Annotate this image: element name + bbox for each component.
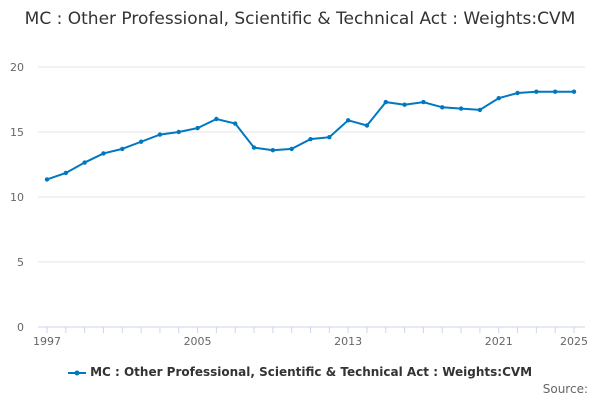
data-point bbox=[496, 96, 501, 101]
data-point bbox=[270, 148, 276, 153]
data-point bbox=[157, 132, 163, 137]
y-tick-label: 10 bbox=[10, 191, 24, 204]
x-tick-label: 2025 bbox=[560, 335, 588, 348]
y-tick-label: 20 bbox=[10, 61, 24, 74]
data-point bbox=[440, 105, 445, 110]
data-point bbox=[120, 146, 125, 152]
legend-label: MC : Other Professional, Scientific & Te… bbox=[90, 365, 533, 379]
data-point bbox=[477, 107, 483, 113]
data-point bbox=[251, 145, 257, 150]
series-line bbox=[46, 90, 574, 181]
data-point bbox=[327, 135, 332, 140]
data-point bbox=[458, 106, 464, 111]
data-point bbox=[383, 99, 388, 105]
data-point bbox=[364, 123, 370, 128]
data-point bbox=[571, 89, 577, 94]
y-tick-label: 0 bbox=[17, 321, 24, 334]
x-tick-label: 2021 bbox=[485, 335, 513, 348]
x-tick-label: 2005 bbox=[184, 335, 212, 348]
data-point bbox=[534, 89, 539, 94]
chart-title: MC : Other Professional, Scientific & Te… bbox=[24, 9, 576, 29]
y-tick-label: 5 bbox=[17, 256, 24, 269]
data-point bbox=[421, 99, 426, 105]
data-point bbox=[402, 102, 407, 107]
y-tick-label: 15 bbox=[10, 126, 24, 139]
data-point bbox=[552, 89, 558, 94]
data-point bbox=[44, 177, 50, 182]
x-tick-label: 1997 bbox=[33, 335, 61, 348]
legend[interactable]: MC : Other Professional, Scientific & Te… bbox=[0, 365, 600, 379]
data-point bbox=[289, 146, 294, 152]
data-point bbox=[101, 151, 106, 156]
data-point bbox=[233, 121, 238, 126]
data-point bbox=[63, 170, 69, 176]
data-point bbox=[214, 116, 219, 122]
data-point bbox=[515, 90, 520, 96]
data-point bbox=[195, 125, 200, 131]
data-point bbox=[138, 139, 144, 144]
data-point bbox=[345, 118, 351, 123]
data-point bbox=[308, 136, 313, 142]
legend-line-icon bbox=[67, 370, 86, 375]
data-point bbox=[176, 129, 181, 135]
source-label: Source: bbox=[542, 382, 588, 396]
x-tick-label: 2013 bbox=[334, 335, 362, 348]
data-point bbox=[82, 160, 87, 165]
